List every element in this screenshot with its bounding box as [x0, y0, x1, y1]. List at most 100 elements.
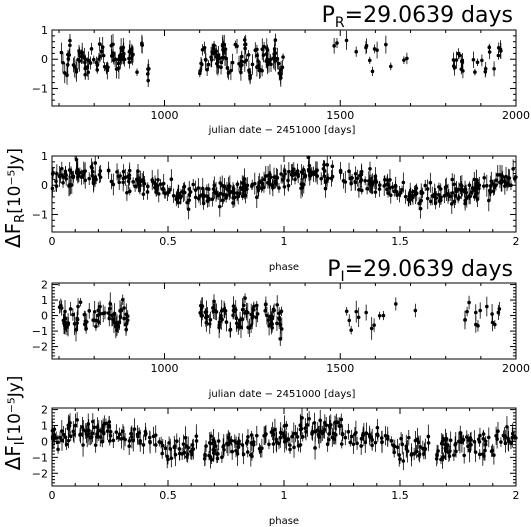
panel-r-time-point: [492, 66, 496, 71]
panel-r-phase-point: [467, 183, 472, 187]
panel-i-time-point: [263, 308, 268, 313]
panel-i-phase-point: [137, 431, 142, 435]
panel-i-phase-point: [75, 418, 79, 422]
panel-i-phase-point: [495, 437, 499, 441]
panel-i-phase-point: [163, 446, 168, 451]
panel-r-time-point: [487, 50, 492, 54]
panel-r-time-point: [147, 66, 151, 71]
panel-r-time-point: [220, 55, 225, 60]
panel-r-title: PR=29.0639 days: [322, 3, 513, 31]
panel-r-phase-point: [145, 184, 150, 189]
panel-i-phase-point: [63, 435, 68, 440]
panel-i-phase-point: [298, 427, 303, 432]
panel-r-phase-point: [414, 191, 419, 196]
panel-i-title: PI=29.0639 days: [327, 257, 513, 285]
panel-r-phase-point: [158, 182, 163, 186]
panel-i-time-point: [98, 304, 102, 309]
panel-r-phase-point: [460, 184, 464, 188]
panel-i-phase-point: [373, 440, 378, 445]
panel-r-phase-point: [63, 171, 68, 176]
panel-i-phase-point: [426, 441, 431, 445]
panel-r-phase-point: [201, 192, 206, 197]
panel-i-time-point: [277, 316, 281, 321]
panel-r-time-point: [230, 60, 235, 65]
panel-r-time-point: [129, 51, 134, 56]
panel-i-time-point: [205, 314, 210, 319]
panel-r-phase-point: [71, 175, 75, 180]
panel-r-phase-point: [353, 180, 358, 185]
panel-r-phase-point: [140, 178, 145, 182]
panel-r-phase-point: [50, 186, 55, 191]
panel-i-time-point: [275, 321, 279, 326]
panel-i-phase-xtick-label: 1: [281, 489, 288, 502]
panel-i-phase-point: [409, 452, 414, 456]
panel-i-time-point: [413, 308, 418, 313]
panel-i-phase-point: [92, 425, 97, 430]
panel-i-phase-point: [315, 428, 320, 432]
panel-r-phase-point: [198, 194, 203, 198]
panel-i-time-point: [203, 310, 208, 315]
panel-i-phase-point: [107, 420, 112, 424]
panel-i-phase-point: [191, 447, 195, 451]
panel-r-phase-point: [141, 192, 146, 196]
panel-r-time-xtick-label: 1000: [150, 109, 178, 122]
panel-r-phase-point: [329, 176, 334, 181]
panel-i-phase-point: [295, 435, 300, 439]
panel-r-time-point: [451, 58, 456, 62]
panel-r-phase-point: [243, 193, 248, 198]
panel-i-phase-point: [271, 442, 276, 446]
panel-i-time-point: [372, 323, 376, 327]
panel-r-phase-point: [165, 191, 170, 195]
panel-i-time-point: [217, 323, 222, 327]
panel-r-time-point: [276, 61, 281, 66]
panel-r-time-point: [86, 58, 91, 63]
panel-i-phase-point: [346, 430, 351, 434]
panel-i-phase-point: [235, 452, 240, 456]
panel-r-phase-point: [330, 164, 335, 169]
panel-i-time-ytick-label: 2: [41, 279, 48, 292]
panel-r-phase-point: [250, 182, 255, 187]
panel-r-time-point: [206, 62, 211, 67]
panel-i-time-point: [224, 320, 229, 324]
panel-i-phase-point: [251, 440, 256, 444]
panel-i-time-point: [220, 317, 224, 322]
panel-i-phase-point: [355, 441, 359, 446]
panel-r-time-point: [475, 60, 480, 65]
panel-r-time-xtick-label: 2000: [502, 109, 530, 122]
panel-r-time-point: [109, 54, 114, 58]
panel-i-time-point: [278, 337, 283, 341]
panel-r-phase-point: [286, 178, 290, 183]
panel-r-time-point: [454, 58, 459, 62]
panel-i-phase-point: [160, 443, 165, 448]
panel-r-time-point: [77, 51, 82, 55]
panel-i-title-sub: I: [341, 269, 345, 285]
panel-i-phase-xtick-label: 0: [49, 489, 56, 502]
panel-r-time-point: [402, 58, 406, 62]
panel-i-time-point: [61, 318, 66, 323]
panel-r-phase-point: [319, 176, 324, 181]
panel-i-phase-point: [132, 427, 137, 431]
panel-r-phase-point: [400, 188, 404, 192]
panel-r-time-point: [354, 49, 359, 54]
panel-i-phase-point: [435, 452, 439, 457]
panel-r-time-point: [487, 45, 492, 50]
panel-i-phase-point: [325, 442, 330, 446]
panel-i-phase-point: [165, 454, 170, 459]
panel-i-phase-point: [90, 431, 95, 436]
panel-i-phase-point: [101, 431, 106, 436]
ylabel-r-main: ΔF: [1, 223, 25, 248]
panel-i-phase-point: [181, 442, 186, 446]
panel-r-phase-point: [133, 184, 137, 189]
panel-i-phase-point: [292, 445, 296, 450]
panel-i-phase-point: [95, 425, 100, 430]
panel-i-phase-point: [85, 434, 89, 438]
panel-r-phase-point: [377, 183, 382, 187]
panel-i-phase-point: [469, 442, 473, 447]
panel-i-time-point: [266, 318, 271, 322]
panel-r-phase-point: [217, 204, 222, 209]
panel-r-time-point: [140, 41, 144, 46]
panel-i-phase-point: [56, 447, 60, 452]
panel-i-title-main: P: [327, 257, 340, 282]
panel-i-time-point: [490, 312, 494, 316]
panel-r-phase-point: [127, 189, 132, 194]
